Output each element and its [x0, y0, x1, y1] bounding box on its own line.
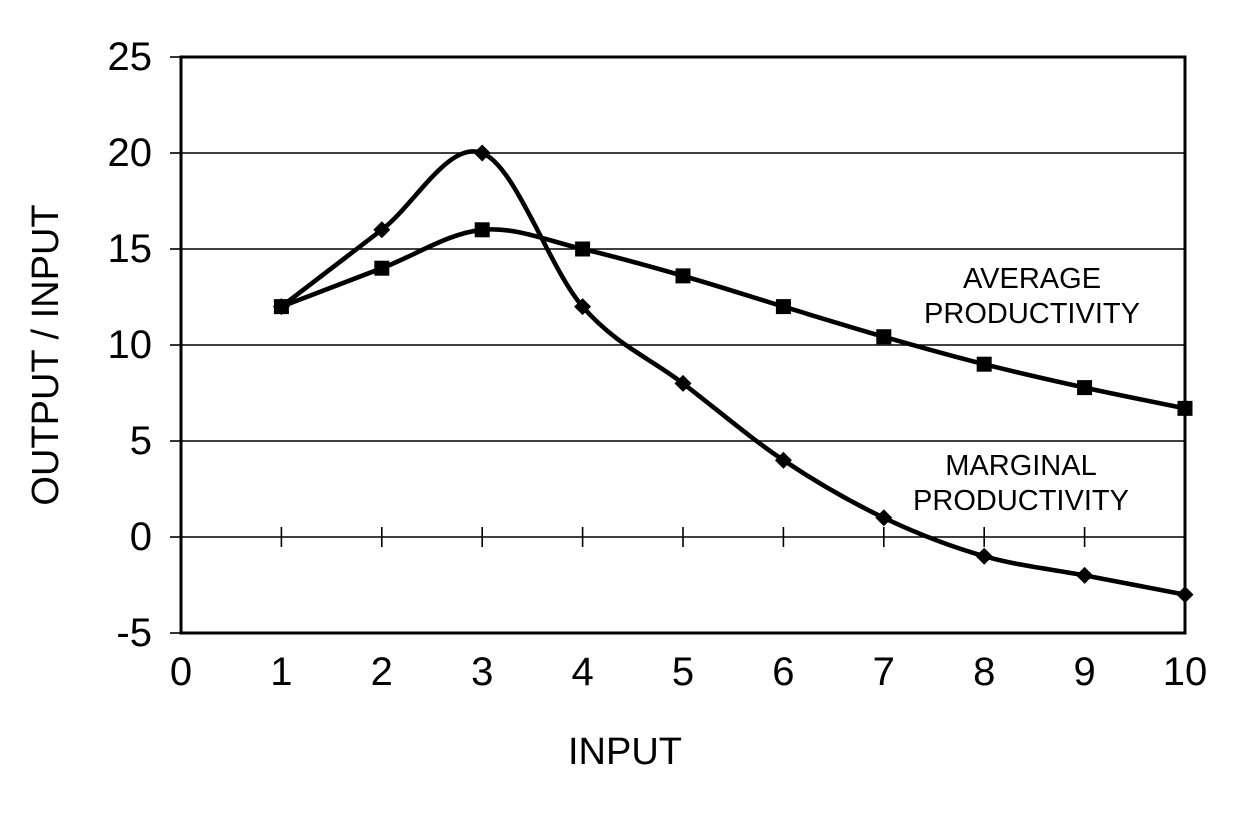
y-tick-label-20: 20: [107, 131, 153, 175]
x-tick-label-8: 8: [973, 650, 996, 694]
y-tick-label-0: 0: [129, 515, 152, 559]
marginal-productivity-curve: [279, 149, 1188, 597]
marginal-productivity-marker-x6: [774, 451, 792, 469]
y-tick-label-15: 15: [107, 227, 153, 271]
marginal-productivity-marker-x3: [473, 144, 491, 162]
average-productivity-marker-x10: [1177, 400, 1193, 416]
x-tick-label-0: 0: [169, 650, 193, 694]
plot-border: [179, 55, 1187, 635]
average-productivity-curve: [279, 227, 1188, 411]
average-productivity-marker-x3: [474, 222, 490, 238]
marginal-productivity-marker-x8: [975, 547, 993, 565]
marginal-productivity-marker-x9: [1076, 566, 1094, 584]
x-tick-label-10: 10: [1162, 650, 1208, 694]
average-productivity-marker-x9: [1077, 380, 1093, 396]
x-tick-label-6: 6: [772, 650, 795, 694]
y-tick-label-10: 10: [107, 323, 153, 367]
average-productivity-marker-x6: [775, 299, 791, 315]
x-axis-title: INPUT: [568, 731, 682, 773]
y-axis-title: OUTPUT / INPUT: [25, 204, 67, 506]
x-tick-label-7: 7: [872, 650, 895, 694]
y-tick-label-5: 5: [129, 419, 152, 463]
average-productivity-label: AVERAGE PRODUCTIVITY: [924, 263, 1140, 330]
x-tick-label-3: 3: [471, 650, 494, 694]
x-tick-label-9: 9: [1073, 650, 1096, 694]
marginal-productivity-label: MARGINAL PRODUCTIVITY: [913, 450, 1129, 517]
marginal-productivity-marker-x10: [1176, 586, 1194, 604]
marginal-productivity-marker-x5: [674, 374, 692, 392]
average-productivity-marker-x7: [876, 329, 892, 345]
x-tick-label-2: 2: [370, 650, 393, 694]
x-tick-label-1: 1: [270, 650, 293, 694]
y-tick-label--5: -5: [116, 611, 152, 655]
marginal-productivity-marker-x7: [875, 509, 893, 527]
average-productivity-marker-x5: [675, 268, 691, 284]
average-productivity-marker-x1: [273, 299, 289, 315]
marginal-productivity-marker-x4: [574, 298, 592, 316]
x-tick-label-5: 5: [671, 650, 695, 694]
average-productivity-marker-x2: [374, 260, 390, 276]
average-productivity-marker-x8: [976, 356, 992, 372]
y-tick-label-25: 25: [107, 35, 153, 79]
x-tick-label-4: 4: [571, 650, 594, 694]
average-productivity-marker-x4: [575, 241, 591, 257]
marginal-productivity-marker-x2: [373, 221, 391, 239]
